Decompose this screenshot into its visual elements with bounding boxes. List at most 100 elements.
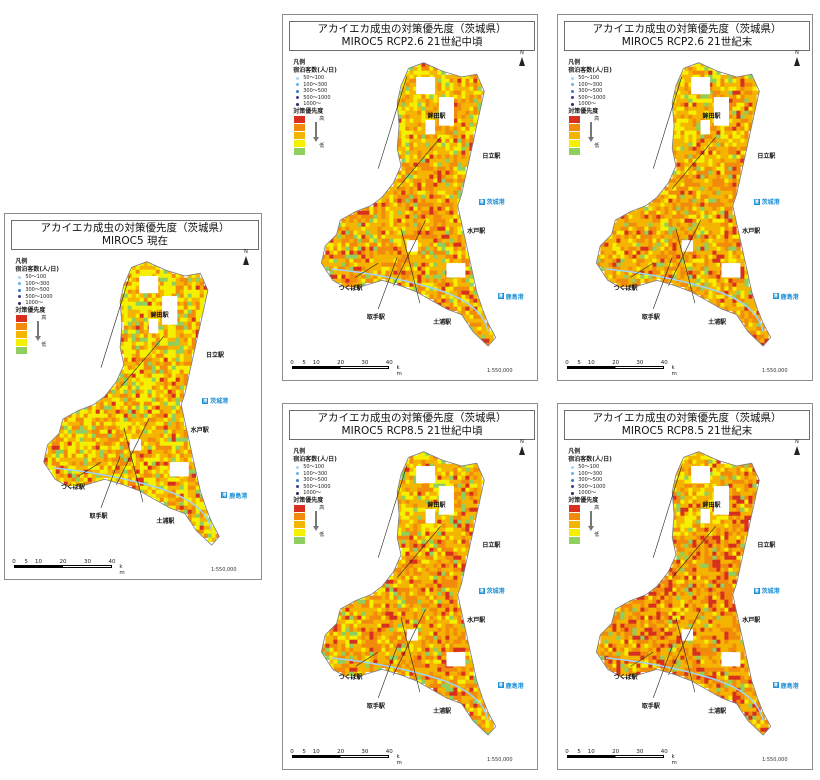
grid-cell [115,461,120,466]
grid-cell [688,74,693,79]
grid-cell [724,306,729,311]
grid-cell [333,262,338,267]
grid-cell [91,429,96,434]
grid-cell [429,274,434,279]
grid-cell [417,266,422,271]
grid-cell [712,182,717,187]
grid-cell [191,517,196,522]
grid-cell [764,330,769,335]
grid-cell [425,262,430,267]
grid-cell [429,254,434,259]
grid-cell [744,306,749,311]
grid-cell [433,298,438,303]
grid-cell [99,421,104,426]
grid-cell [171,277,176,282]
grid-cell [732,254,737,259]
grid-cell [191,469,196,474]
grid-cell [155,405,160,410]
grid-cell [123,445,128,450]
grid-cell [123,425,128,430]
grid-cell [445,302,450,307]
grid-cell [325,262,330,267]
priority-map [43,261,220,546]
grid-cell [469,286,474,291]
grid-cell [401,487,406,492]
grid-cell [163,381,168,386]
grid-cell [131,453,136,458]
grid-cell [692,262,697,267]
grid-cell [716,262,721,267]
grid-cell [453,519,458,524]
grid-cell [421,242,426,247]
grid-cell [47,449,52,454]
grid-cell [461,170,466,175]
grid-cell [668,278,673,283]
grid-cell [445,222,450,227]
grid-cell [748,314,753,319]
grid-cell [393,186,398,191]
grid-cell [728,290,733,295]
grid-cell [171,349,176,354]
grid-cell [716,70,721,75]
grid-cell [465,110,470,115]
grid-cell [740,258,745,263]
grid-cell [457,258,462,263]
grid-cell [179,349,184,354]
grid-cell [59,457,64,462]
grid-cell [183,369,188,374]
grid-cell [672,254,677,259]
grid-cell [445,134,450,139]
grid-cell [401,194,406,199]
grid-cell [425,146,430,151]
scale-tick-label: 40 [108,559,116,565]
grid-cell [724,242,729,247]
grid-cell [417,543,422,548]
grid-cell [612,238,617,243]
grid-cell [740,74,745,79]
grid-cell [175,497,180,502]
grid-cell [99,473,104,478]
grid-cell [79,461,84,466]
grid-cell [373,238,378,243]
grid-cell [71,481,76,486]
grid-cell [131,393,136,398]
scale-tick-label: 10 [587,360,595,366]
grid-cell [692,138,697,143]
grid-cell [393,178,398,183]
grid-cell [187,325,192,330]
grid-cell [656,238,661,243]
grid-cell [187,457,192,462]
grid-cell [103,401,108,406]
grid-cell [143,261,148,266]
grid-cell [421,250,426,255]
grid-cell [393,206,398,211]
scale-unit: k m [119,564,125,576]
grid-cell [87,413,92,418]
grid-cell [668,250,673,255]
grid-cell [740,282,745,287]
grid-cell [744,302,749,307]
grid-cell [397,138,402,143]
grid-cell [704,202,709,207]
grid-cell [171,289,176,294]
grid-cell [453,190,458,195]
grid-cell [163,433,168,438]
grid-cell [413,479,418,484]
grid-cell [716,190,721,195]
grid-cell [401,475,406,480]
grid-cell [628,242,633,247]
grid-cell [628,234,633,239]
grid-cell [413,82,418,87]
grid-cell [477,86,482,91]
grid-cell [43,461,48,466]
grid-cell [441,258,446,263]
grid-cell [187,505,192,510]
grid-cell [433,507,438,512]
grid-cell [736,178,741,183]
grid-cell [700,250,705,255]
grid-cell [119,397,124,402]
grid-cell [457,250,462,255]
grid-cell [449,198,454,203]
grid-cell [437,551,442,556]
grid-cell [465,126,470,131]
